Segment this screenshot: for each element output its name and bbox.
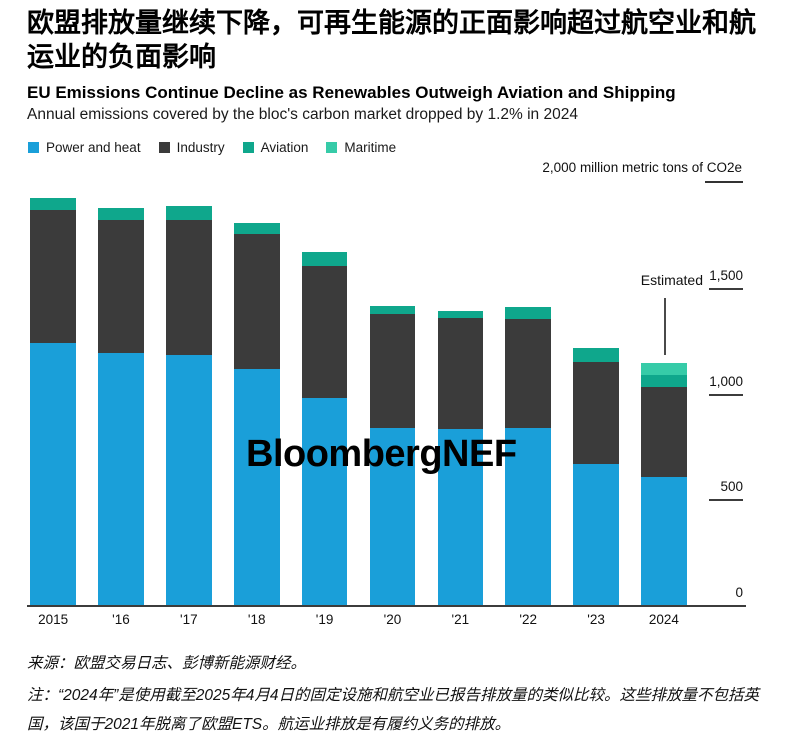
chinese-title: 欧盟排放量继续下降，可再生能源的正面影响超过航空业和航运业的负面影响 (27, 8, 756, 72)
legend-label: Power and heat (46, 140, 141, 155)
segment-aviation (369, 306, 416, 315)
legend-label: Industry (176, 140, 225, 155)
segment-power-and-heat (98, 352, 144, 606)
segment-power-and-heat (30, 343, 76, 606)
legend-item-aviation: Aviation (242, 140, 309, 155)
segment-industry (98, 220, 144, 353)
y-tick-label-500: 500 (720, 479, 743, 495)
segment-industry (437, 318, 484, 429)
bar-22 (505, 307, 551, 606)
segment-power-and-heat (573, 464, 619, 606)
segment-industry (30, 209, 76, 343)
segment-power-and-heat (437, 428, 484, 606)
maritime-swatch-icon (326, 142, 338, 153)
legend-item-power-and-heat: Power and heat (28, 140, 141, 155)
bar-21 (437, 310, 484, 606)
y-tick-1500 (709, 288, 743, 291)
power-and-heat-swatch-icon (28, 142, 39, 153)
segment-power-and-heat (166, 354, 212, 606)
bar-19 (301, 251, 348, 606)
segment-industry (505, 318, 551, 428)
estimated-callout-line (664, 298, 666, 355)
y-tick-1000 (709, 393, 743, 396)
segment-aviation (166, 206, 212, 221)
footnote: 注：“2024年”是使用截至2025年4月4日的固定设施和航空业已报告排放量的类… (27, 687, 760, 733)
legend-item-maritime: Maritime (326, 140, 396, 155)
source-note: 来源：欧盟交易日志、彭博新能源财经。 (27, 655, 307, 672)
x-axis-line (27, 604, 746, 607)
subtitle: Annual emissions covered by the bloc's c… (27, 106, 578, 123)
x-axis-label: '17 (180, 612, 198, 627)
segment-aviation (301, 251, 348, 266)
bar-16 (98, 208, 144, 606)
aviation-swatch-icon (242, 142, 254, 153)
y-tick-label-0: 0 (735, 585, 743, 600)
segment-industry (369, 314, 416, 428)
segment-industry (573, 361, 619, 465)
industry-swatch-icon (158, 142, 170, 153)
bar-2024 (641, 363, 687, 606)
legend-item-industry: Industry (158, 140, 225, 155)
segment-power-and-heat (233, 369, 280, 606)
segment-maritime (641, 363, 687, 376)
x-axis-label: 2024 (648, 612, 679, 627)
segment-aviation (641, 375, 687, 387)
segment-aviation (437, 310, 484, 319)
x-axis-label: 2015 (38, 612, 69, 627)
x-axis-label: '22 (519, 612, 537, 627)
bloombergnef-watermark: BloombergNEF (246, 433, 517, 475)
bar-20 (369, 306, 416, 606)
segment-industry (166, 220, 212, 355)
x-axis-label: '19 (315, 612, 334, 627)
y-tick-label-1500: 1,500 (709, 268, 743, 284)
legend: Power and heat Industry Aviation Maritim… (28, 140, 396, 155)
y-tick-500 (709, 499, 743, 502)
bar-23 (573, 348, 619, 606)
segment-power-and-heat (641, 477, 687, 606)
english-title: EU Emissions Continue Decline as Renewab… (27, 83, 676, 102)
y-tick-2000 (705, 181, 743, 183)
bar-17 (166, 206, 212, 606)
segment-power-and-heat (369, 427, 416, 606)
x-axis-label: '21 (451, 612, 470, 627)
segment-industry (233, 234, 280, 370)
estimated-annotation: Estimated (640, 272, 703, 288)
segment-aviation (573, 348, 619, 362)
x-axis-label: '16 (112, 612, 130, 627)
bar-18 (233, 222, 280, 606)
segment-power-and-heat (301, 397, 348, 606)
segment-aviation (505, 307, 551, 319)
segment-aviation (98, 208, 144, 221)
segment-aviation (233, 222, 280, 235)
y-tick-label-1000: 1,000 (709, 373, 743, 389)
legend-label: Maritime (344, 140, 397, 155)
segment-industry (641, 386, 687, 478)
x-axis-label: '20 (383, 612, 402, 627)
segment-aviation (30, 197, 76, 210)
segment-industry (301, 265, 348, 398)
y-axis-unit-label: 2,000 million metric tons of CO2e (542, 160, 742, 175)
bar-2015 (30, 197, 76, 606)
x-axis-label: '23 (587, 612, 605, 627)
legend-label: Aviation (260, 140, 309, 155)
segment-power-and-heat (505, 427, 551, 606)
x-axis-label: '18 (247, 612, 266, 627)
